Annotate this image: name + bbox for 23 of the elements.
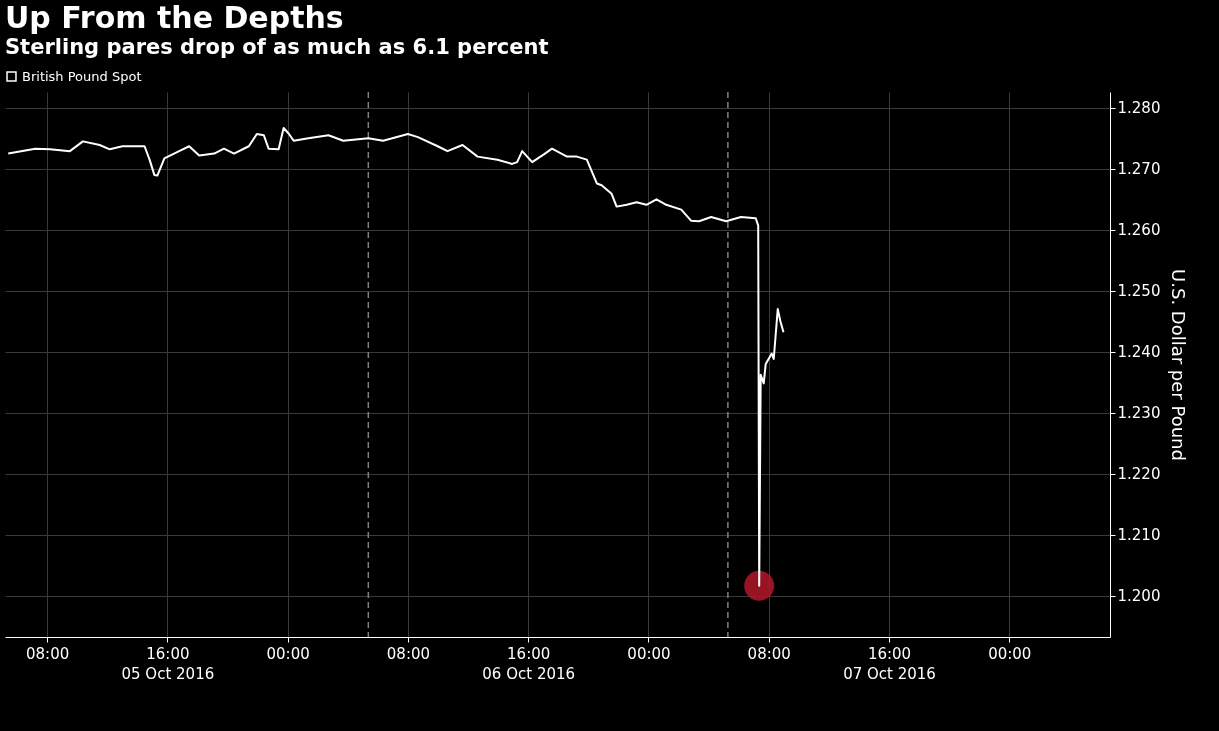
x-tick-label: 16:00 05 Oct 2016 (121, 644, 215, 683)
x-tick-label: 08:00 (25, 644, 70, 663)
x-tick-label: 16:00 06 Oct 2016 (482, 644, 576, 683)
y-axis-title: U.S. Dollar per Pound (1168, 269, 1190, 461)
y-tick-label: 1.280 (1117, 99, 1161, 118)
x-tick-label: 00:00 (627, 644, 671, 663)
x-tick-label: 08:00 (747, 644, 791, 663)
x-tick-label: 16:00 07 Oct 2016 (843, 644, 936, 683)
y-tick-label: 1.230 (1117, 404, 1161, 423)
x-tick-label: 00:00 (266, 644, 310, 663)
y-tick-label: 1.240 (1117, 343, 1161, 362)
line-series (7, 126, 785, 587)
y-tick-label: 1.200 (1117, 587, 1161, 606)
y-tick-label: 1.210 (1117, 526, 1161, 545)
y-tick-label: 1.250 (1117, 282, 1161, 301)
chart-subtitle: Sterling pares drop of as much as 6.1 percent (5, 35, 549, 59)
y-tick-label: 1.270 (1117, 160, 1161, 179)
y-tick-label: 1.260 (1117, 221, 1161, 240)
y-tick-label: 1.220 (1117, 465, 1161, 484)
legend-label: British Pound Spot (22, 68, 142, 84)
x-tick-label: 00:00 (988, 644, 1032, 663)
chart-title: Up From the Depths (5, 0, 344, 35)
x-tick-label: 08:00 (386, 644, 431, 663)
